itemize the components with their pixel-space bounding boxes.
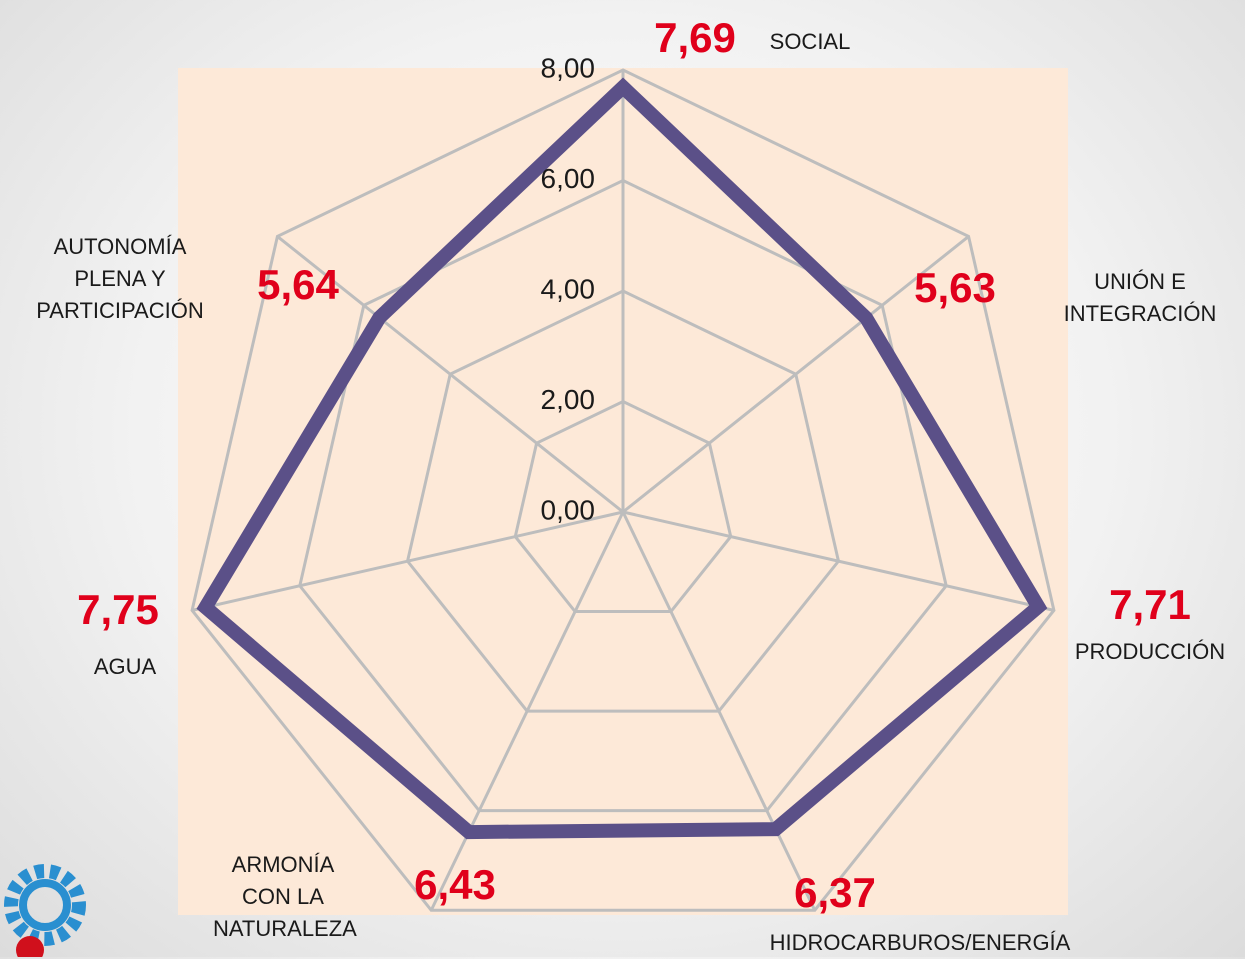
axis-spoke: [621, 511, 817, 911]
gear-icon: [4, 864, 86, 957]
axis-spoke: [622, 235, 970, 514]
tick-label: 2,00: [541, 384, 596, 415]
value-label: 6,43: [414, 861, 496, 908]
value-label: 5,63: [914, 264, 996, 311]
grid-ring: [513, 399, 733, 614]
axis-spoke: [191, 510, 624, 612]
axis-spoke: [276, 235, 624, 514]
tick-label: 0,00: [541, 494, 596, 525]
axis-spoke: [622, 510, 1055, 612]
axis-spoke: [429, 511, 625, 911]
tick-label: 4,00: [541, 273, 596, 304]
value-label: 6,37: [794, 869, 876, 916]
tick-label: 6,00: [541, 163, 596, 194]
series-line: [196, 77, 1048, 840]
category-label: ARMONÍA CON LA NATURALEZA: [213, 852, 357, 941]
grid-ring: [190, 68, 1056, 912]
category-label: SOCIAL: [769, 29, 851, 54]
value-label: 5,64: [257, 261, 339, 308]
value-label: 7,75: [77, 586, 159, 633]
value-label: 7,69: [654, 14, 736, 61]
category-label: AUTONOMÍA PLENA Y PARTICIPACIÓN: [36, 234, 204, 323]
category-label: HIDROCARBUROS/ENERGÍA: [769, 930, 1071, 955]
category-label: AGUA: [93, 654, 157, 679]
value-label: 7,71: [1109, 581, 1191, 628]
grid-ring: [405, 289, 841, 713]
category-label: UNIÓN E INTEGRACIÓN: [1063, 269, 1217, 326]
tick-label: 8,00: [541, 52, 596, 83]
category-label: PRODUCCIÓN: [1074, 639, 1226, 664]
